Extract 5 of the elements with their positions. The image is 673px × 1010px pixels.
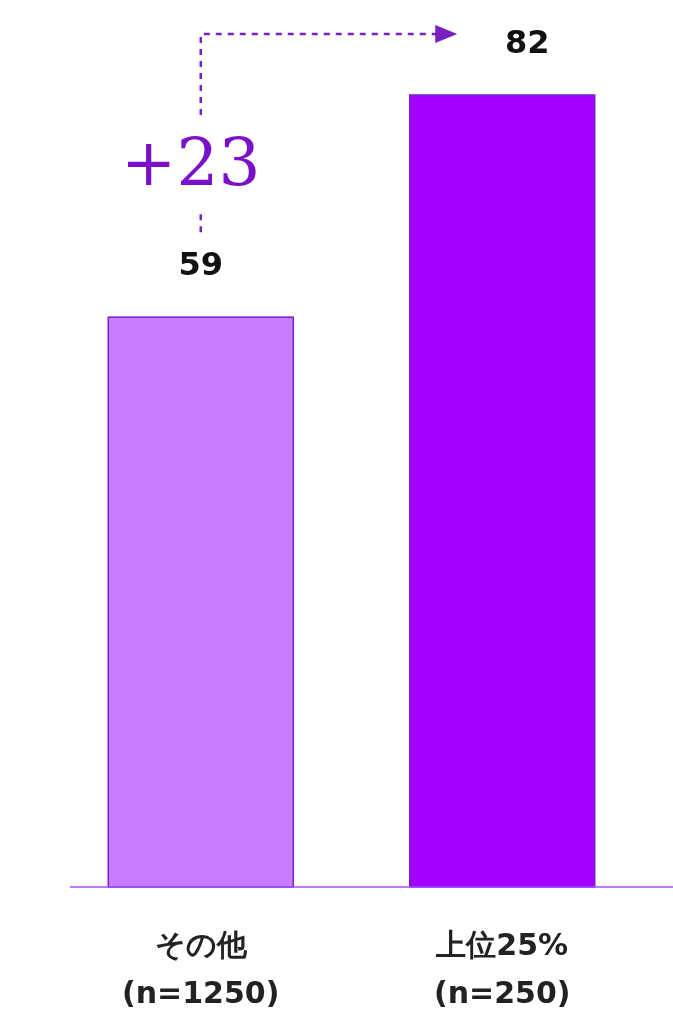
data-label: 82 <box>504 23 550 61</box>
x-tick-label: 上位25% (n=250) <box>433 927 571 1010</box>
annotation: +23 <box>121 124 261 201</box>
x-tick-label: その他 (n=1250) <box>122 927 280 1010</box>
data-label: 59 <box>178 245 224 284</box>
